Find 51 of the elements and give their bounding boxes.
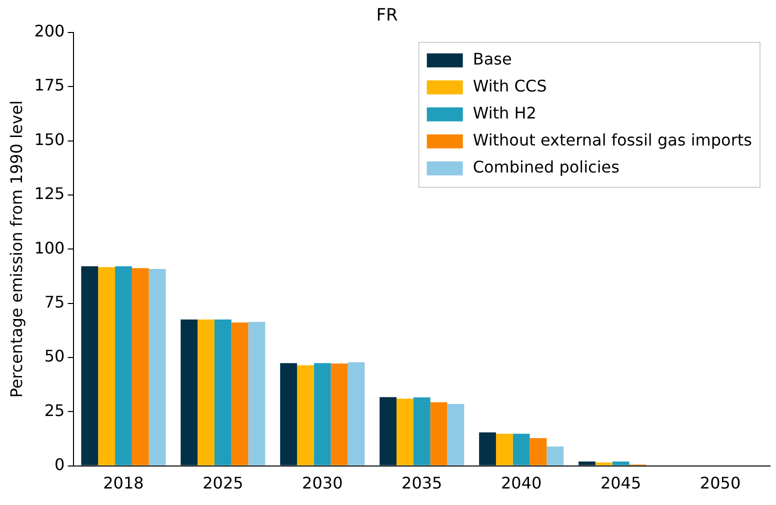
- legend-label: Without external fossil gas imports: [472, 130, 752, 150]
- bar: [248, 322, 266, 466]
- y-tick-label: 200: [34, 22, 65, 41]
- x-tick-label: 2040: [500, 474, 542, 493]
- bar: [231, 322, 248, 466]
- bar: [148, 269, 166, 466]
- bar: [348, 362, 365, 466]
- legend-label: With H2: [472, 104, 536, 123]
- bar: [314, 363, 331, 466]
- y-tick-label: 50: [44, 346, 65, 366]
- y-tick-label: 150: [34, 130, 65, 149]
- legend-label: Combined policies: [472, 158, 620, 177]
- bar: [479, 432, 496, 466]
- bar: [81, 266, 98, 466]
- y-tick-label: 25: [44, 400, 65, 420]
- bar: [612, 461, 630, 466]
- x-tick-label: 2030: [302, 474, 343, 493]
- chart-title: FR: [376, 6, 398, 26]
- bar: [496, 434, 513, 466]
- x-tick-label: 2025: [202, 474, 244, 493]
- y-tick-label: 75: [44, 292, 65, 312]
- bar: [115, 266, 132, 466]
- y-tick-label: 175: [34, 76, 65, 95]
- x-tick-label: 2045: [600, 474, 642, 493]
- bar: [330, 364, 348, 466]
- x-tick-label: 2018: [103, 474, 144, 493]
- bar: [578, 461, 596, 466]
- bar: [396, 398, 414, 466]
- bar: [380, 397, 397, 466]
- bar: [297, 365, 314, 466]
- bar: [98, 267, 116, 466]
- y-tick-label: 100: [34, 238, 65, 258]
- bar: [280, 363, 298, 466]
- bar: [214, 320, 232, 466]
- x-tick-label: 2050: [700, 474, 741, 493]
- legend-label: Base: [472, 50, 512, 69]
- bar: [132, 268, 149, 466]
- bar: [546, 446, 564, 466]
- bar: [512, 434, 530, 466]
- y-tick-label: 0: [54, 454, 65, 474]
- bar: [430, 402, 448, 466]
- bar: [595, 462, 612, 466]
- x-tick-label: 2035: [402, 474, 442, 493]
- bar: [180, 320, 198, 466]
- bar: [530, 438, 547, 466]
- bar: [413, 397, 430, 466]
- legend-label: With CCS: [472, 76, 547, 96]
- bar: [198, 320, 214, 466]
- y-axis-title: Percentage emission from 1990 level: [6, 100, 26, 398]
- bar: [447, 404, 464, 466]
- y-tick-label: 125: [34, 184, 65, 204]
